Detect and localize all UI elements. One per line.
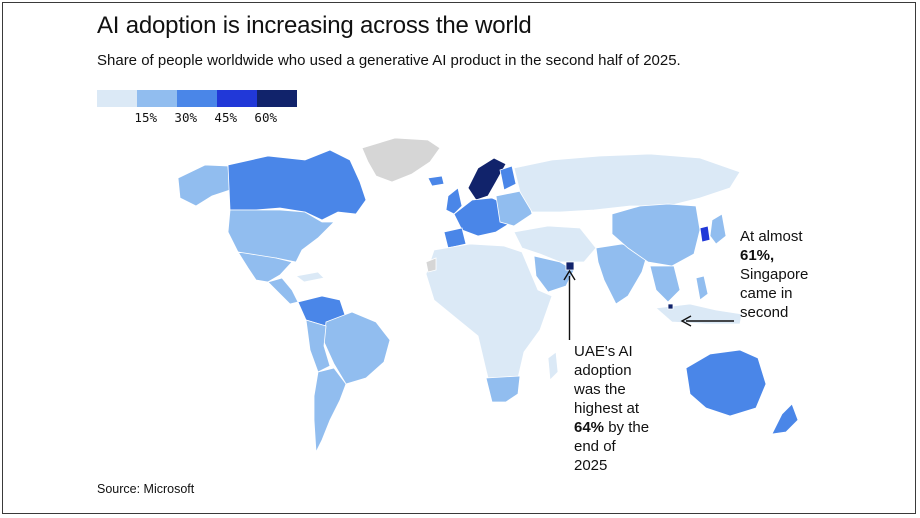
singapore-line-3: Singapore [740,266,809,283]
region-uk-ireland [445,187,463,215]
land-masses [177,137,799,454]
uae-line-2: adoption [574,362,632,379]
chart-subtitle: Share of people worldwide who used a gen… [97,52,681,69]
legend-bar [97,90,297,107]
source-note: Source: Microsoft [97,482,195,496]
uae-line-1: UAE's AI [574,343,633,360]
legend-tick-30: 30% [174,110,197,125]
legend-swatch-3 [217,90,257,107]
region-uae [565,261,575,271]
legend-tick-15: 15% [134,110,157,125]
region-middle-east [513,225,597,263]
region-greenland [361,137,441,183]
uae-line-5: 64% by the [574,418,649,437]
region-new-zealand [771,403,799,435]
region-southern-cone [313,367,347,454]
singapore-line-4: came in [740,285,793,302]
uae-line-6: end of [574,438,616,455]
region-canada [227,149,367,221]
region-arabia [533,255,575,293]
region-china [611,203,701,267]
legend-swatch-0 [97,90,137,107]
singapore-annotation: At almost 61%, Singapore came in second [740,227,808,322]
uae-value: 64% [574,419,605,436]
singapore-arrow-head [680,315,692,327]
legend-swatch-2 [177,90,217,107]
region-japan [709,213,727,245]
region-finland [499,165,517,191]
singapore-line-2: 61%, [740,247,775,264]
region-iceland [427,175,445,187]
region-caribbean [295,271,325,283]
uae-line-3: was the [574,381,626,398]
singapore-line-5: second [740,304,789,321]
region-russia [513,153,741,213]
legend-tick-45: 45% [214,110,237,125]
chart-title: AI adoption is increasing across the wor… [97,12,532,39]
region-philippines [695,275,709,301]
region-indonesia [655,303,743,325]
singapore-line-1: At almost [740,228,803,245]
uae-arrow-head [563,269,576,281]
uae-line-5-rest: by the [604,419,650,436]
region-central-america [267,277,299,305]
annotation-arrows [563,269,734,340]
uae-line-7: 2025 [574,457,608,474]
region-korea [699,225,711,243]
uae-annotation: UAE's AI adoption was the highest at 64%… [574,342,649,475]
region-peru-bolivia [305,319,331,373]
region-brazil [323,311,391,385]
region-western-sahara [425,257,437,273]
region-singapore [667,303,674,310]
legend-swatch-1 [137,90,177,107]
region-iberia [443,227,467,249]
region-madagascar [547,351,559,381]
legend-swatch-4 [257,90,297,107]
color-legend: 15% 30% 45% 60% [97,90,297,125]
legend-tick-60: 60% [254,110,277,125]
region-alaska [177,164,231,207]
region-mexico [237,251,293,283]
region-south-africa [485,375,521,403]
uae-line-4: highest at [574,400,640,417]
region-australia [685,349,767,417]
region-scandinavia [467,157,507,201]
region-southeast-asia [649,265,681,303]
